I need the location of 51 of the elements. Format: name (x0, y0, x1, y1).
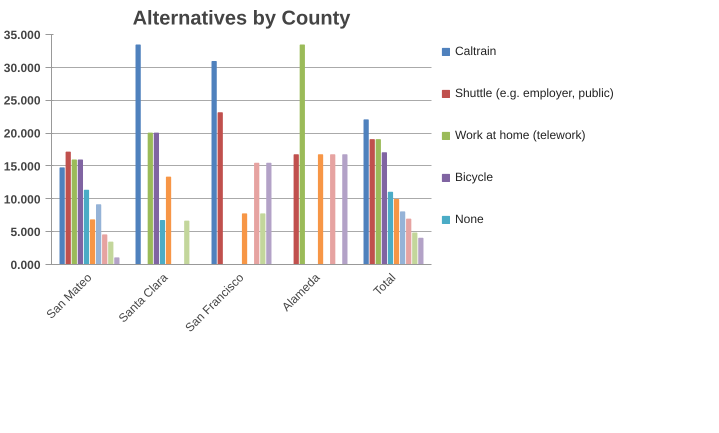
y-tick-label: 10.000 (4, 192, 41, 206)
bar (370, 139, 375, 264)
bar (108, 242, 114, 264)
bar (90, 219, 96, 264)
bar (66, 152, 71, 264)
bar (154, 132, 160, 264)
legend-label: Caltrain (455, 44, 496, 58)
y-tick-label: 20.000 (4, 126, 41, 141)
bar (136, 44, 141, 264)
y-tick-label: 5.000 (10, 225, 41, 240)
bar (242, 213, 248, 264)
legend-label: Bicycle (455, 170, 494, 184)
legend-label: None (455, 212, 484, 226)
bar (184, 220, 190, 264)
bar (78, 160, 84, 264)
bar (212, 60, 217, 264)
bar (330, 154, 336, 264)
bar (84, 190, 90, 264)
bar (160, 220, 166, 264)
chart-title: Alternatives by County (132, 8, 352, 30)
bar (400, 211, 406, 264)
bar (364, 119, 369, 264)
y-tick-label: 0.000 (10, 258, 41, 272)
bar (318, 154, 324, 264)
bar (266, 162, 272, 264)
bar (294, 154, 299, 264)
bar (218, 112, 223, 264)
bar (382, 152, 388, 264)
legend-label: Shuttle (e.g. employer, public) (455, 86, 614, 100)
bar (114, 257, 120, 264)
bar (300, 44, 305, 264)
bar (412, 232, 418, 264)
y-tick-label: 35.000 (4, 28, 41, 42)
bar (254, 162, 260, 264)
bar (260, 213, 266, 264)
bar (96, 204, 102, 264)
bar (148, 132, 153, 264)
y-tick-label: 30.000 (4, 60, 41, 75)
bar (406, 218, 412, 264)
legend-label: Work at home (telework) (455, 128, 586, 142)
bar (166, 176, 172, 264)
y-tick-label: 25.000 (4, 94, 41, 108)
bar (388, 192, 394, 264)
bar (72, 160, 77, 264)
bar (102, 234, 108, 264)
bar (60, 167, 65, 264)
bar (394, 198, 400, 264)
bar (376, 139, 381, 264)
y-tick-label: 15.000 (4, 159, 41, 174)
bar (342, 154, 348, 264)
bar (418, 238, 424, 264)
